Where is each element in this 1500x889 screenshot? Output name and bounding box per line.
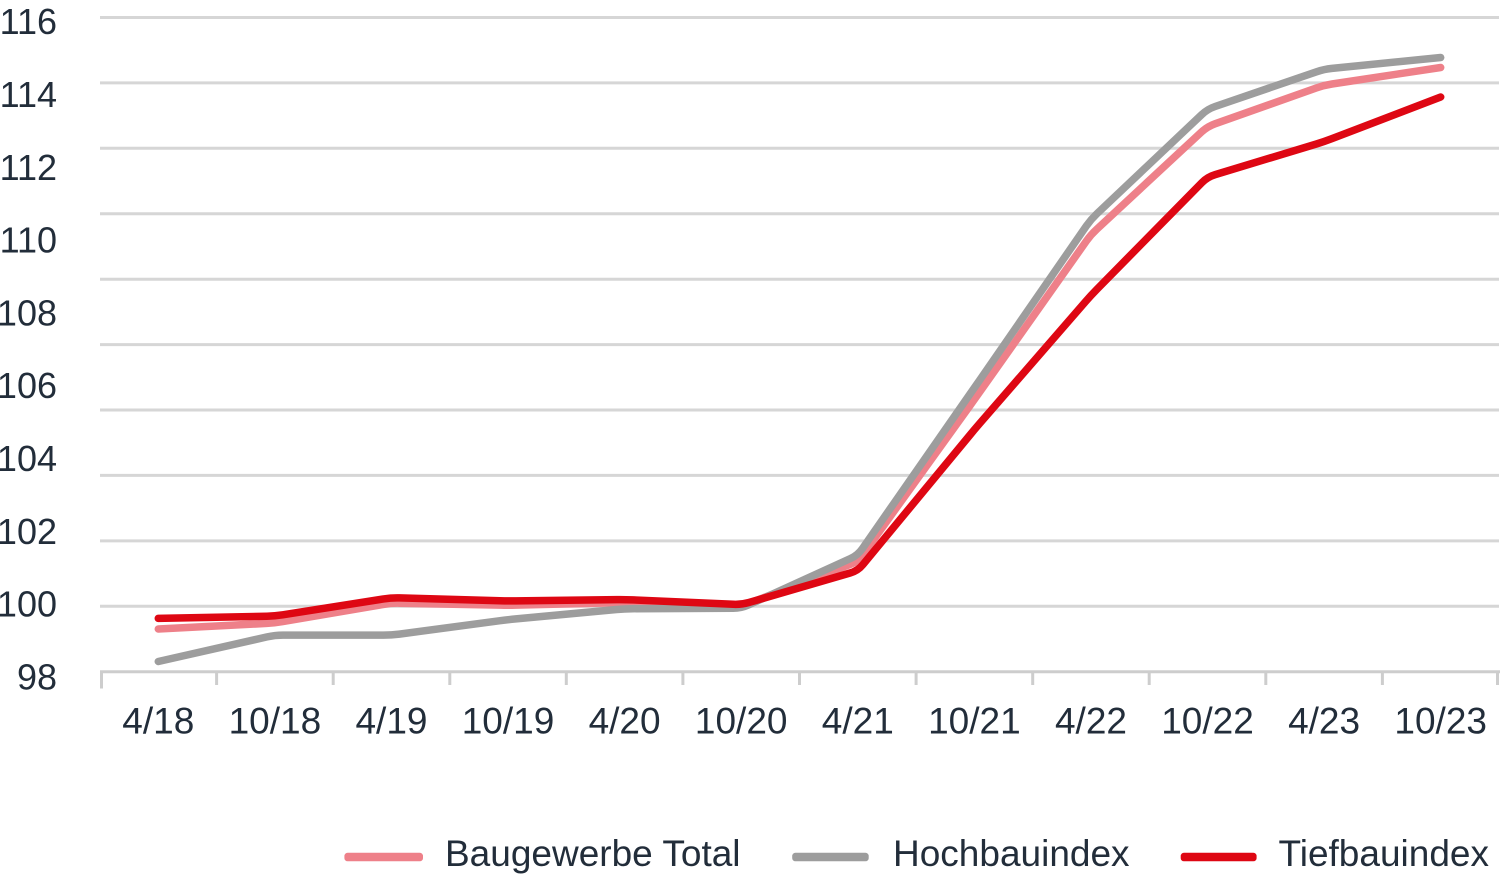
svg-text:106: 106: [0, 365, 57, 406]
svg-text:4/18: 4/18: [122, 700, 194, 741]
svg-text:102: 102: [0, 511, 57, 552]
svg-text:4/20: 4/20: [589, 700, 661, 741]
svg-text:10/19: 10/19: [462, 700, 555, 741]
svg-text:Tiefbauindex: Tiefbauindex: [1279, 833, 1490, 874]
svg-text:110: 110: [0, 220, 57, 261]
svg-text:10/20: 10/20: [695, 700, 788, 741]
svg-text:108: 108: [0, 292, 57, 333]
svg-text:10/22: 10/22: [1161, 700, 1254, 741]
svg-text:104: 104: [0, 438, 57, 479]
svg-text:4/21: 4/21: [822, 700, 894, 741]
svg-text:10/23: 10/23: [1394, 700, 1487, 741]
svg-text:100: 100: [0, 584, 57, 625]
svg-text:116: 116: [0, 1, 57, 42]
svg-text:10/18: 10/18: [229, 700, 322, 741]
svg-text:112: 112: [0, 147, 57, 188]
svg-text:4/22: 4/22: [1055, 700, 1127, 741]
svg-text:10/21: 10/21: [928, 700, 1021, 741]
svg-text:4/23: 4/23: [1288, 700, 1360, 741]
svg-text:Hochbauindex: Hochbauindex: [893, 833, 1130, 874]
svg-text:98: 98: [17, 656, 57, 697]
svg-text:4/19: 4/19: [355, 700, 427, 741]
svg-text:114: 114: [0, 74, 57, 115]
svg-text:Baugewerbe Total: Baugewerbe Total: [445, 833, 741, 874]
